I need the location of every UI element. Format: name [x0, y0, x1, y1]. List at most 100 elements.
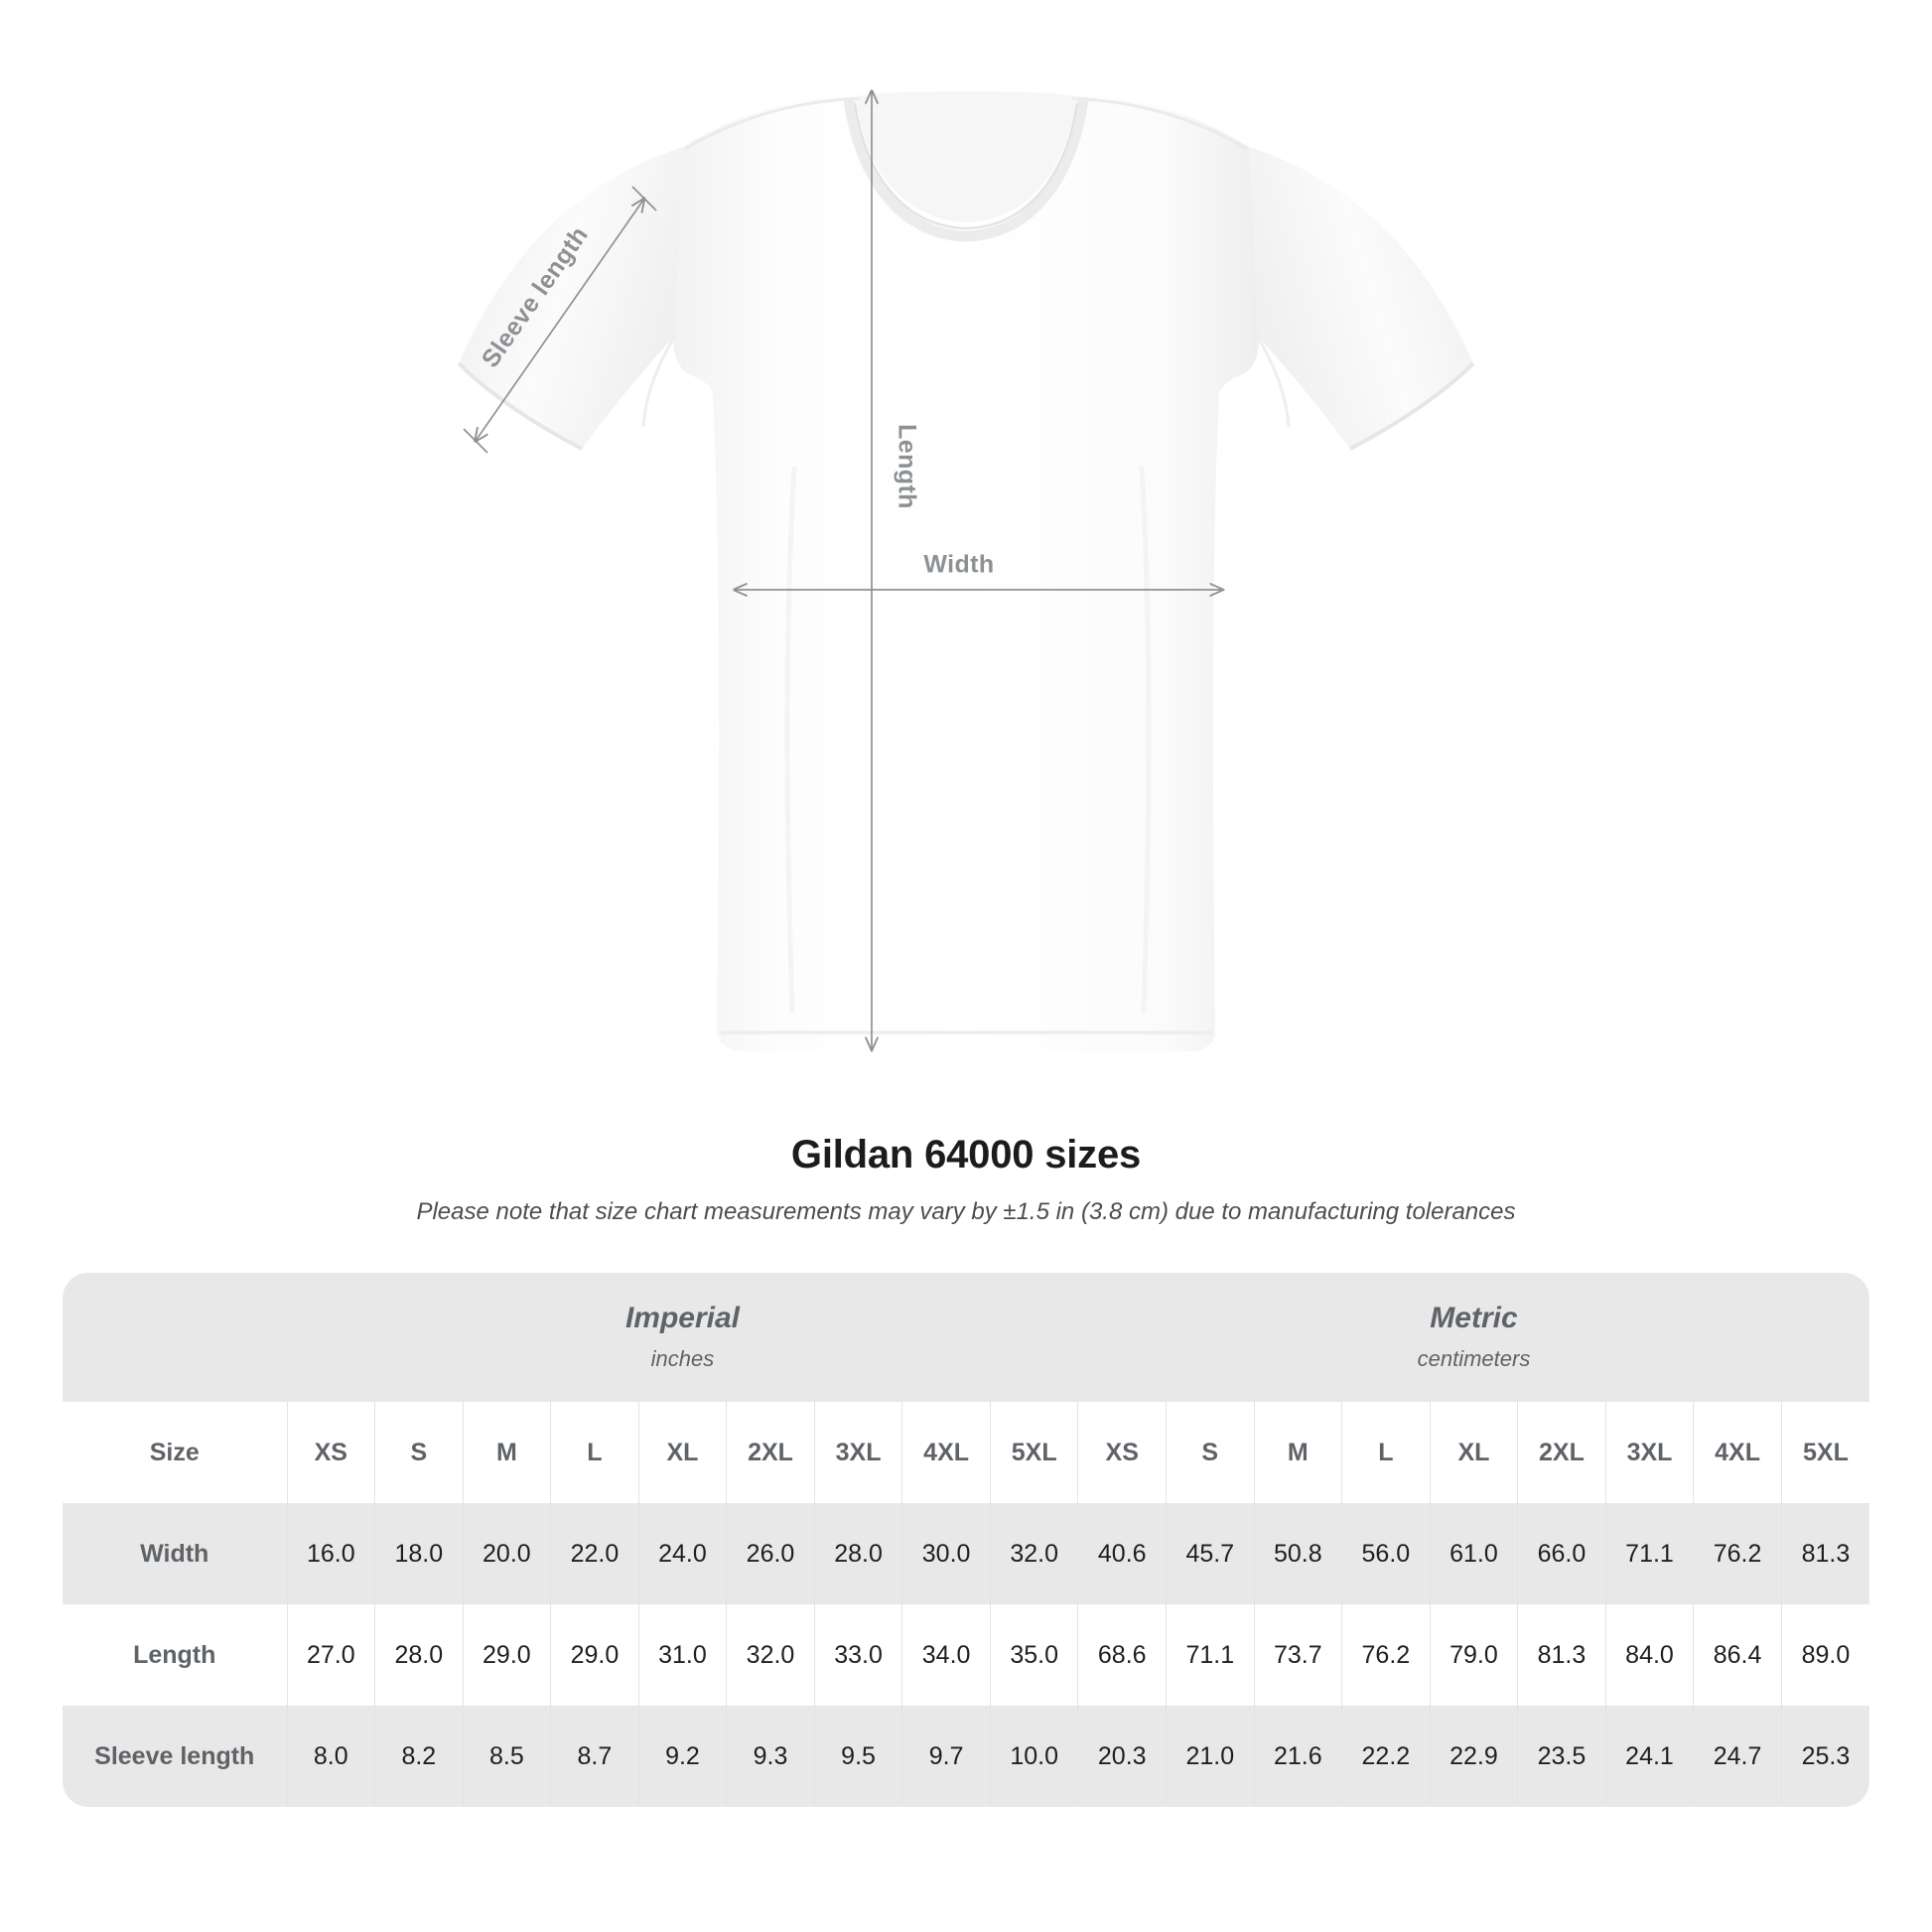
collar-opening — [855, 91, 1077, 222]
header-size-imperial-5xl: 5XL — [989, 1402, 1078, 1504]
cell-width-imperial-xs: 16.0 — [286, 1503, 375, 1605]
cell-width-metric-m: 50.8 — [1253, 1503, 1342, 1605]
cell-sleeve-imperial-xs: 8.0 — [286, 1706, 375, 1808]
cell-width-metric-5xl: 81.3 — [1780, 1503, 1869, 1605]
right-shoulder-seam — [1071, 96, 1248, 151]
tshirt-measurement-diagram: Length Width Sleeve length — [457, 0, 1475, 1122]
cell-width-imperial-s: 18.0 — [374, 1503, 464, 1605]
cell-length-imperial-2xl: 32.0 — [726, 1604, 815, 1707]
cell-sleeve-imperial-l: 8.7 — [550, 1706, 639, 1808]
header-size-imperial-l: L — [550, 1402, 639, 1504]
row-label-sleeve-length: Sleeve length — [63, 1706, 287, 1808]
cell-length-imperial-xs: 27.0 — [286, 1604, 375, 1707]
header-size-metric-l: L — [1341, 1402, 1431, 1504]
header-size-imperial-m: M — [462, 1402, 551, 1504]
cell-width-imperial-5xl: 32.0 — [989, 1503, 1078, 1605]
cell-sleeve-imperial-5xl: 10.0 — [989, 1706, 1078, 1808]
cell-width-imperial-3xl: 28.0 — [813, 1503, 902, 1605]
cell-sleeve-metric-s: 21.0 — [1166, 1706, 1255, 1808]
header-size-metric-s: S — [1166, 1402, 1255, 1504]
cell-length-imperial-s: 28.0 — [374, 1604, 464, 1707]
cell-length-metric-3xl: 84.0 — [1604, 1604, 1694, 1707]
page-title: Gildan 64000 sizes — [790, 1133, 1142, 1176]
cell-width-imperial-l: 22.0 — [550, 1503, 639, 1605]
cell-length-metric-5xl: 89.0 — [1780, 1604, 1869, 1707]
header-size-imperial-3xl: 3XL — [813, 1402, 902, 1504]
cell-length-metric-xl: 79.0 — [1429, 1604, 1518, 1707]
table-row-sleeve-length: Sleeve length 8.0 8.2 8.5 8.7 9.2 9.3 9.… — [63, 1706, 1869, 1808]
left-sleeve — [459, 147, 685, 449]
cell-sleeve-metric-xl: 22.9 — [1429, 1706, 1518, 1808]
cell-length-imperial-3xl: 33.0 — [813, 1604, 902, 1707]
header-size-imperial-s: S — [374, 1402, 464, 1504]
header-size-metric-xs: XS — [1077, 1402, 1167, 1504]
header-size-metric-xl: XL — [1429, 1402, 1518, 1504]
cell-sleeve-imperial-2xl: 9.3 — [726, 1706, 815, 1808]
header-size-metric-5xl: 5XL — [1780, 1402, 1869, 1504]
cell-width-metric-3xl: 71.1 — [1604, 1503, 1694, 1605]
row-label-length: Length — [63, 1604, 287, 1707]
table-row-width: Width 16.0 18.0 20.0 22.0 24.0 26.0 28.0… — [63, 1503, 1869, 1605]
system-metric-name: Metric — [1430, 1302, 1518, 1334]
cell-width-metric-l: 56.0 — [1341, 1503, 1431, 1605]
cell-length-metric-2xl: 81.3 — [1517, 1604, 1606, 1707]
cell-length-metric-m: 73.7 — [1253, 1604, 1342, 1707]
header-size-imperial-xs: XS — [286, 1402, 375, 1504]
measurement-system-row: Imperial inches Metric centimeters — [63, 1273, 1869, 1403]
cell-length-imperial-4xl: 34.0 — [901, 1604, 991, 1707]
tolerance-note: Please note that size chart measurements… — [416, 1198, 1516, 1226]
length-dimension: Length — [872, 91, 920, 1050]
table-row-length: Length 27.0 28.0 29.0 29.0 31.0 32.0 33.… — [63, 1604, 1869, 1707]
length-label: Length — [893, 424, 920, 509]
cell-length-metric-xs: 68.6 — [1077, 1604, 1167, 1707]
system-imperial-name: Imperial — [624, 1302, 740, 1334]
header-size-metric-3xl: 3XL — [1604, 1402, 1694, 1504]
cell-sleeve-metric-3xl: 24.1 — [1604, 1706, 1694, 1808]
cell-width-metric-s: 45.7 — [1166, 1503, 1255, 1605]
cell-sleeve-metric-m: 21.6 — [1253, 1706, 1342, 1808]
cell-width-metric-2xl: 66.0 — [1517, 1503, 1606, 1605]
right-sleeve-hem — [1349, 361, 1475, 451]
cell-length-imperial-xl: 31.0 — [637, 1604, 727, 1707]
cell-width-imperial-m: 20.0 — [462, 1503, 551, 1605]
cell-width-imperial-xl: 24.0 — [637, 1503, 727, 1605]
system-metric-cell: Metric centimeters — [1077, 1273, 1869, 1403]
header-size-metric-2xl: 2XL — [1517, 1402, 1606, 1504]
cell-length-metric-l: 76.2 — [1341, 1604, 1431, 1707]
system-row-spacer — [63, 1273, 287, 1403]
cell-sleeve-imperial-m: 8.5 — [462, 1706, 551, 1808]
cell-width-imperial-4xl: 30.0 — [901, 1503, 991, 1605]
cell-width-metric-4xl: 76.2 — [1693, 1503, 1782, 1605]
cell-sleeve-imperial-4xl: 9.7 — [901, 1706, 991, 1808]
system-metric-unit: centimeters — [1417, 1346, 1531, 1371]
cell-width-metric-xs: 40.6 — [1077, 1503, 1167, 1605]
cell-sleeve-imperial-s: 8.2 — [374, 1706, 464, 1808]
header-size-imperial-2xl: 2XL — [726, 1402, 815, 1504]
cell-sleeve-metric-5xl: 25.3 — [1780, 1706, 1869, 1808]
cell-sleeve-metric-4xl: 24.7 — [1693, 1706, 1782, 1808]
right-sleeve — [1247, 147, 1473, 449]
header-size-imperial-4xl: 4XL — [901, 1402, 991, 1504]
fabric-fold-left — [784, 466, 797, 1014]
width-label: Width — [923, 551, 994, 579]
shirt-body — [673, 94, 1259, 1051]
cell-length-imperial-m: 29.0 — [462, 1604, 551, 1707]
right-armhole-seam — [1255, 335, 1291, 428]
cell-width-imperial-2xl: 26.0 — [726, 1503, 815, 1605]
cell-sleeve-imperial-xl: 9.2 — [637, 1706, 727, 1808]
cell-width-metric-xl: 61.0 — [1429, 1503, 1518, 1605]
size-chart-table: Imperial inches Metric centimeters Size … — [63, 1273, 1869, 1808]
sleeve-arrow-line — [476, 199, 644, 441]
header-size-metric-4xl: 4XL — [1693, 1402, 1782, 1504]
header-size-label: Size — [63, 1402, 287, 1504]
size-chart-table-wrapper: Imperial inches Metric centimeters Size … — [63, 1273, 1869, 1808]
left-shoulder-seam — [684, 96, 861, 151]
cell-sleeve-imperial-3xl: 9.5 — [813, 1706, 902, 1808]
header-size-metric-m: M — [1253, 1402, 1342, 1504]
row-label-width: Width — [63, 1503, 287, 1605]
cell-sleeve-metric-l: 22.2 — [1341, 1706, 1431, 1808]
table-header-row: Size XS S M L XL 2XL 3XL 4XL 5XL XS S M … — [63, 1402, 1869, 1504]
fabric-fold-right — [1139, 466, 1152, 1014]
cell-length-metric-s: 71.1 — [1166, 1604, 1255, 1707]
